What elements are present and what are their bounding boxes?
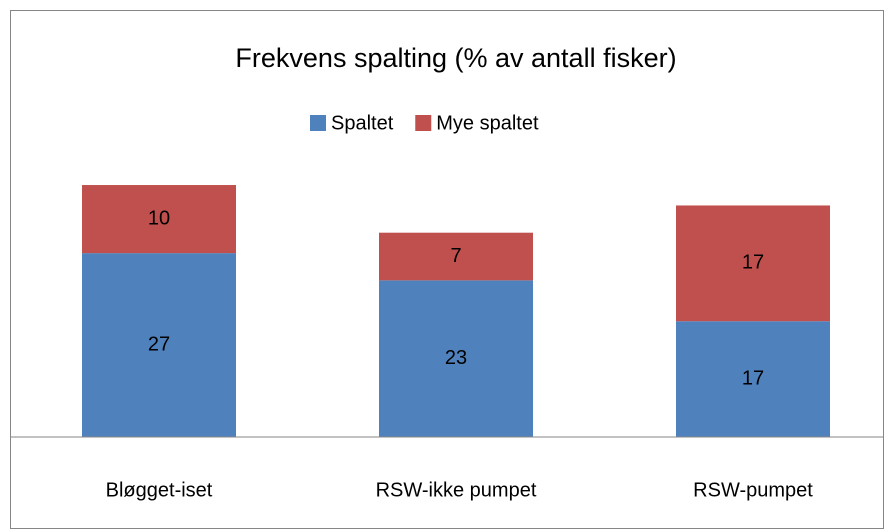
bar-segment — [676, 205, 830, 322]
bar-segment — [379, 280, 533, 437]
legend-label: Mye spaltet — [436, 112, 539, 134]
chart-title: Frekvens spalting (% av antall fisker) — [235, 43, 676, 73]
x-tick-label: RSW-ikke pumpet — [376, 479, 537, 501]
data-label: 10 — [148, 207, 170, 229]
data-label: 23 — [445, 347, 467, 369]
data-label: 27 — [148, 333, 170, 355]
bar-segment — [82, 185, 236, 254]
x-tick-label: RSW-pumpet — [693, 479, 813, 501]
data-label: 17 — [742, 367, 764, 389]
bar-segment — [379, 232, 533, 281]
legend-swatch — [415, 115, 432, 131]
data-label: 7 — [450, 245, 461, 267]
data-label: 17 — [742, 252, 764, 274]
legend-swatch — [310, 115, 326, 131]
bar-segment — [676, 321, 830, 437]
x-tick-label: Bløgget-iset — [106, 479, 213, 501]
bar-segment — [82, 253, 236, 437]
legend-label: Spaltet — [331, 112, 394, 134]
